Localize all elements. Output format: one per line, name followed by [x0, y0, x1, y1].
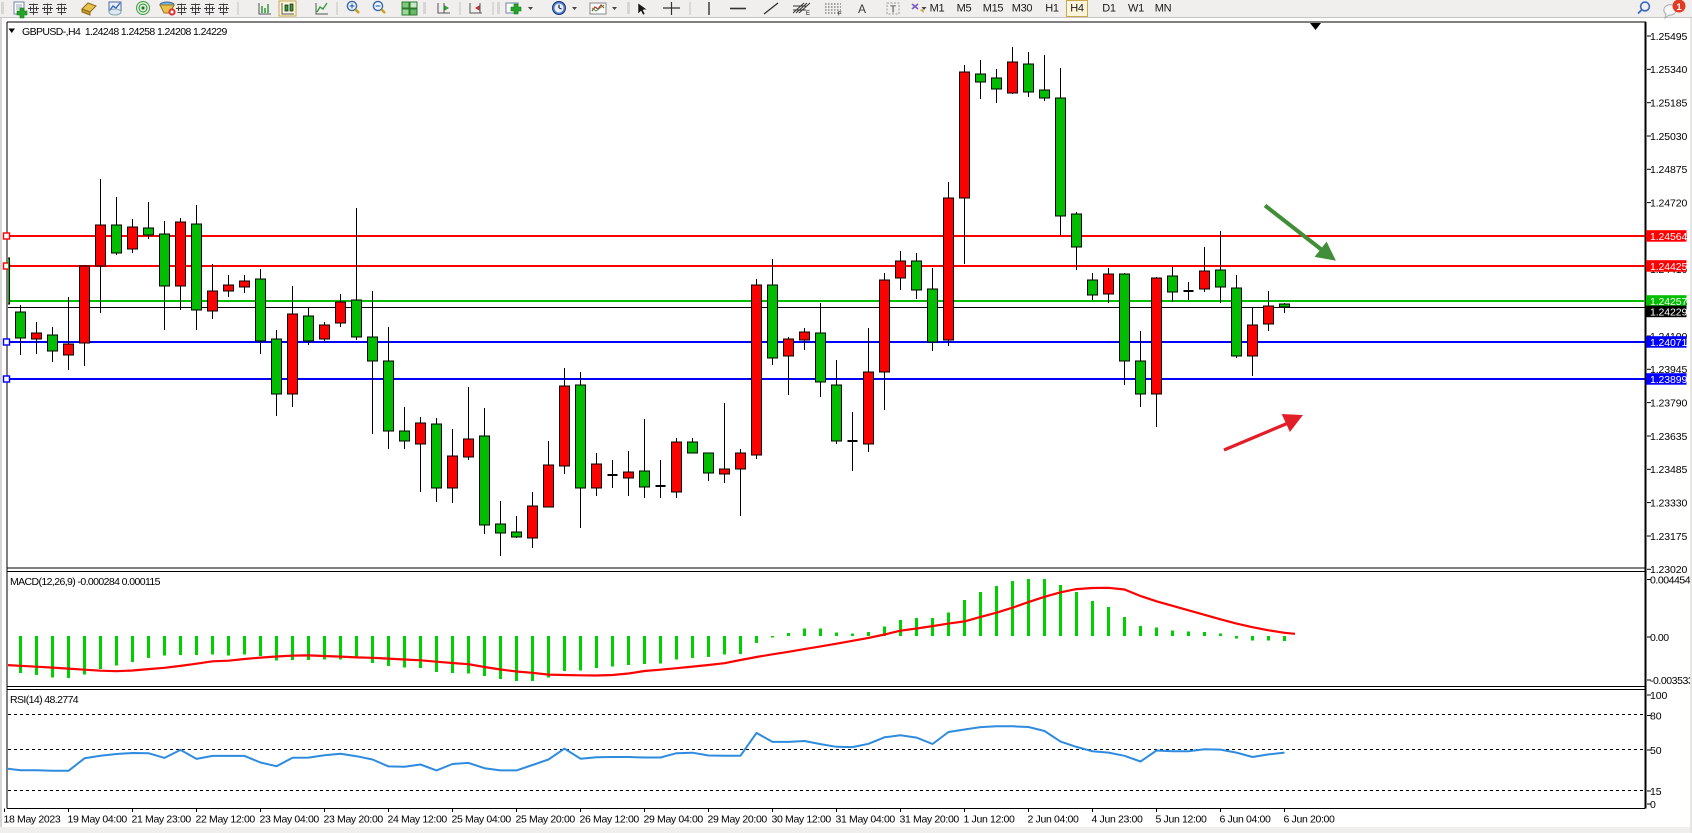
svg-text:-0.003533: -0.003533 [1650, 675, 1692, 687]
svg-text:A: A [858, 2, 866, 16]
svg-text:22 May 12:00: 22 May 12:00 [196, 814, 256, 826]
svg-text:0.00: 0.00 [1650, 632, 1669, 644]
svg-text:E: E [806, 11, 810, 17]
svg-text:1.23485: 1.23485 [1650, 464, 1688, 476]
svg-text:M5: M5 [957, 3, 972, 15]
svg-text:1.23635: 1.23635 [1650, 431, 1688, 443]
svg-text:MN: MN [1155, 3, 1172, 15]
svg-text:MACD(12,26,9) -0.000284 0.0001: MACD(12,26,9) -0.000284 0.000115 [10, 576, 161, 588]
svg-text:18 May 2023: 18 May 2023 [4, 814, 61, 826]
svg-text:23 May 04:00: 23 May 04:00 [260, 814, 320, 826]
svg-text:100: 100 [1650, 690, 1667, 702]
svg-text:F: F [838, 12, 842, 18]
svg-text:M1: M1 [930, 3, 945, 15]
svg-text:H1: H1 [1045, 3, 1059, 15]
svg-text:6 Jun 20:00: 6 Jun 20:00 [1284, 814, 1336, 826]
svg-text:1.23945: 1.23945 [1650, 364, 1688, 376]
svg-text:M15: M15 [983, 3, 1004, 15]
svg-text:4 Jun 23:00: 4 Jun 23:00 [1092, 814, 1144, 826]
svg-text:2 Jun 04:00: 2 Jun 04:00 [1028, 814, 1080, 826]
svg-text:21 May 23:00: 21 May 23:00 [132, 814, 192, 826]
svg-text:1 Jun 12:00: 1 Jun 12:00 [964, 814, 1016, 826]
svg-text:1.25495: 1.25495 [1650, 31, 1688, 43]
svg-text:M30: M30 [1012, 3, 1033, 15]
svg-text:25 May 04:00: 25 May 04:00 [452, 814, 512, 826]
svg-text:1.24564: 1.24564 [1650, 231, 1688, 243]
svg-text:T: T [890, 5, 896, 16]
svg-text:1.23790: 1.23790 [1650, 397, 1688, 409]
svg-text:D1: D1 [1102, 3, 1116, 15]
svg-text:1: 1 [1676, 2, 1682, 13]
svg-text:1.24071: 1.24071 [1650, 337, 1688, 349]
svg-text:1.24875: 1.24875 [1650, 164, 1688, 176]
svg-text:H4: H4 [1070, 3, 1084, 15]
svg-text:5 Jun 12:00: 5 Jun 12:00 [1156, 814, 1208, 826]
svg-text:31 May 04:00: 31 May 04:00 [836, 814, 896, 826]
svg-text:23 May 20:00: 23 May 20:00 [324, 814, 384, 826]
svg-text:1.25185: 1.25185 [1650, 98, 1688, 110]
svg-text:GBPUSD-,H4 1.24248 1.24258 1.: GBPUSD-,H4 1.24248 1.24258 1.24208 1.242… [22, 26, 228, 38]
svg-text:1.23175: 1.23175 [1650, 531, 1688, 543]
svg-text:25 May 20:00: 25 May 20:00 [516, 814, 576, 826]
svg-text:29 May 04:00: 29 May 04:00 [644, 814, 704, 826]
svg-text:29 May 20:00: 29 May 20:00 [708, 814, 768, 826]
svg-text:80: 80 [1650, 710, 1662, 722]
svg-text:0: 0 [1650, 799, 1656, 811]
svg-text:1.24720: 1.24720 [1650, 197, 1688, 209]
svg-text:6 Jun 04:00: 6 Jun 04:00 [1220, 814, 1272, 826]
svg-text:1.23330: 1.23330 [1650, 497, 1688, 509]
svg-text:1.24229: 1.24229 [1650, 306, 1688, 318]
svg-text:1.24425: 1.24425 [1650, 261, 1688, 273]
svg-text:1.24257: 1.24257 [1650, 296, 1688, 308]
svg-text:1.23020: 1.23020 [1650, 564, 1688, 576]
svg-text:30 May 12:00: 30 May 12:00 [772, 814, 832, 826]
svg-text:W1: W1 [1128, 3, 1144, 15]
svg-text:19 May 04:00: 19 May 04:00 [68, 814, 128, 826]
svg-text:RSI(14) 48.2774: RSI(14) 48.2774 [10, 694, 79, 706]
svg-text:0.004454: 0.004454 [1650, 574, 1691, 586]
svg-text:24 May 12:00: 24 May 12:00 [388, 814, 448, 826]
svg-text:15: 15 [1650, 786, 1662, 798]
svg-text:31 May 20:00: 31 May 20:00 [900, 814, 960, 826]
svg-text:26 May 12:00: 26 May 12:00 [580, 814, 640, 826]
svg-text:1.25030: 1.25030 [1650, 131, 1688, 143]
svg-text:1.25340: 1.25340 [1650, 64, 1688, 76]
svg-text:1.23899: 1.23899 [1650, 374, 1688, 386]
svg-text:50: 50 [1650, 745, 1662, 757]
